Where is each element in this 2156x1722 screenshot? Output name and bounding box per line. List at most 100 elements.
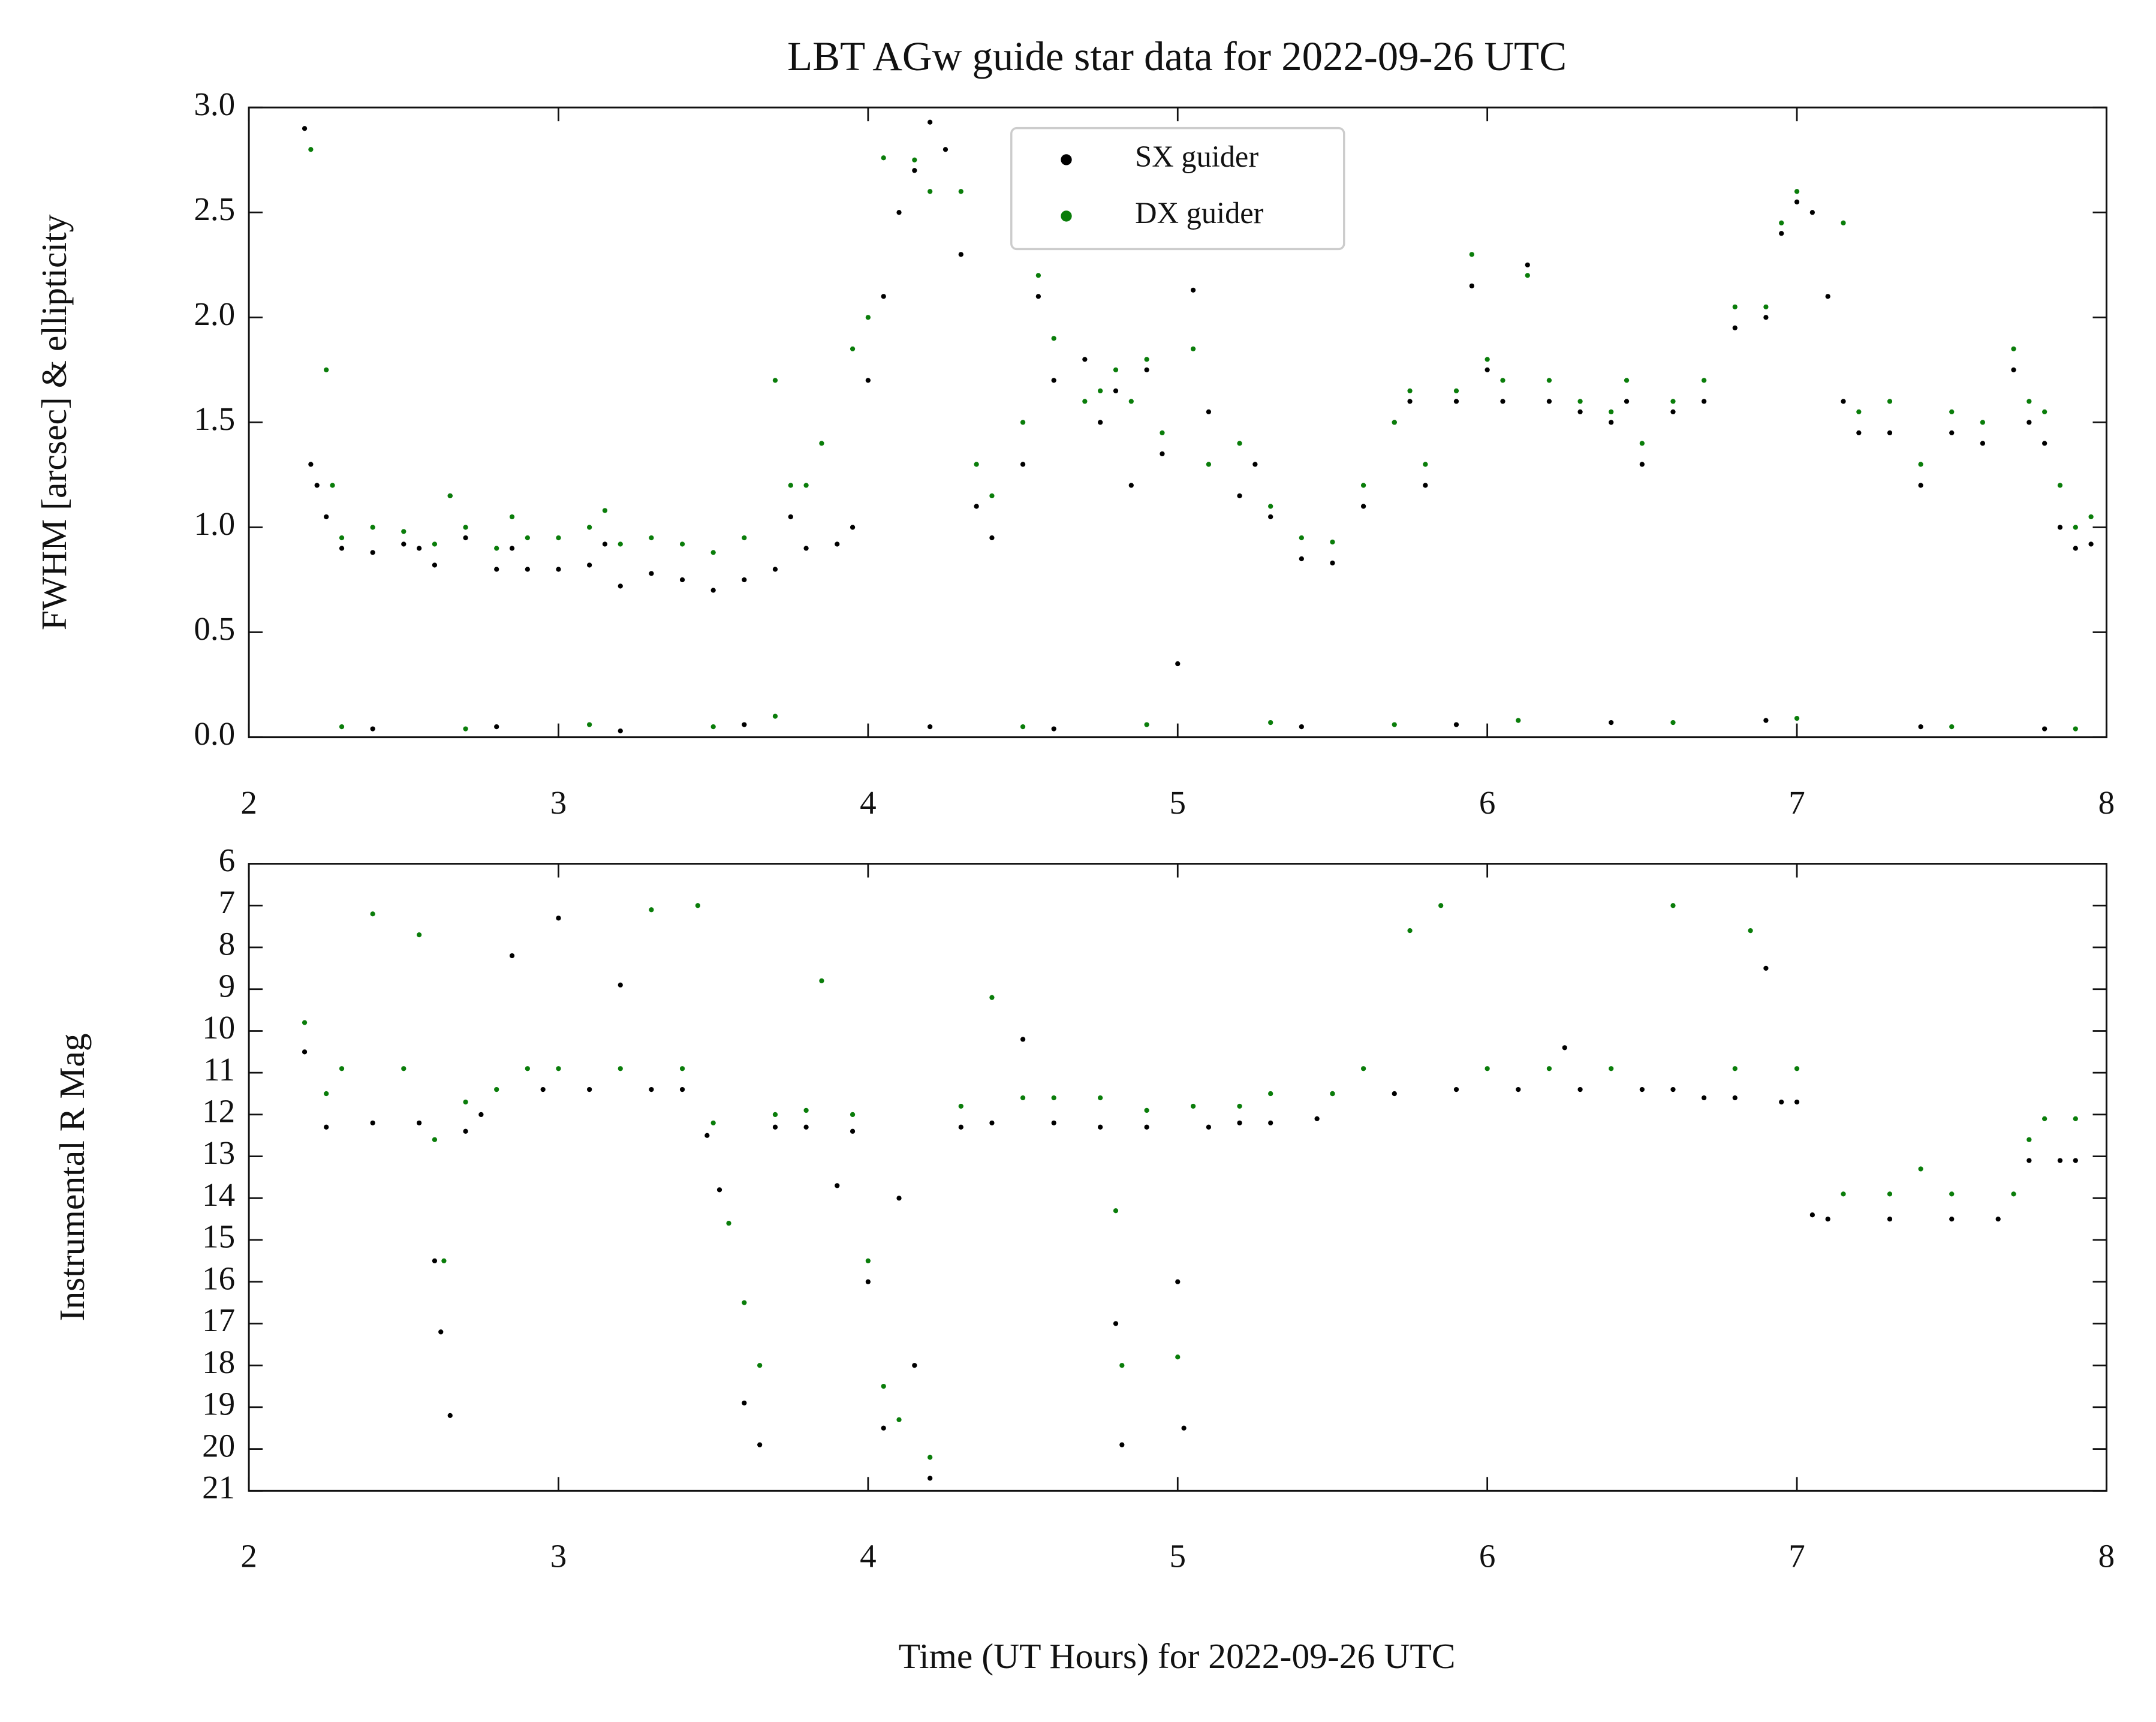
- point: [370, 525, 375, 530]
- point: [1809, 1212, 1815, 1218]
- point: [587, 562, 592, 568]
- point: [803, 483, 809, 488]
- point: [1794, 199, 1800, 204]
- point: [1190, 287, 1196, 293]
- point: [556, 1066, 561, 1071]
- point: [772, 378, 778, 383]
- point: [850, 525, 856, 530]
- point: [974, 504, 979, 509]
- point: [432, 541, 438, 547]
- point: [401, 541, 406, 547]
- point: [1098, 1095, 1103, 1101]
- point: [324, 1124, 329, 1130]
- point: [757, 1442, 763, 1447]
- x-tick-label: 3: [550, 1538, 567, 1575]
- point: [370, 911, 375, 917]
- point: [401, 529, 406, 534]
- point: [1330, 1091, 1335, 1097]
- point: [1360, 483, 1366, 488]
- point: [2026, 420, 2032, 425]
- point: [509, 953, 515, 959]
- point: [772, 714, 778, 719]
- point: [679, 1086, 685, 1092]
- point: [1980, 441, 1986, 446]
- point: [679, 541, 685, 547]
- point: [1314, 1116, 1320, 1121]
- legend-marker: [1061, 154, 1072, 165]
- point: [1453, 722, 1459, 727]
- x-tick-label: 2: [240, 1538, 257, 1575]
- point: [1299, 556, 1304, 562]
- point: [1624, 399, 1630, 404]
- point: [2088, 514, 2094, 520]
- point: [1670, 399, 1676, 404]
- point: [649, 535, 654, 541]
- point: [1609, 719, 1614, 725]
- y-tick-label: 7: [219, 884, 236, 920]
- point: [494, 1086, 499, 1092]
- point: [835, 541, 840, 547]
- point: [1330, 560, 1335, 566]
- point: [1856, 409, 1862, 415]
- point: [1779, 231, 1784, 236]
- point: [587, 722, 592, 727]
- point: [1825, 294, 1830, 299]
- point: [602, 508, 608, 513]
- point: [649, 907, 654, 913]
- point: [1624, 378, 1630, 383]
- point: [1995, 1217, 2001, 1222]
- point: [1392, 420, 1397, 425]
- point: [1794, 715, 1800, 721]
- point: [1732, 325, 1738, 330]
- point: [896, 1417, 902, 1422]
- point: [2042, 409, 2047, 415]
- point: [339, 535, 345, 541]
- point: [742, 1300, 747, 1305]
- point: [1763, 304, 1769, 309]
- point: [556, 535, 561, 541]
- point: [1113, 367, 1119, 373]
- point: [1144, 1107, 1149, 1113]
- point: [695, 903, 700, 908]
- x-tick-label: 6: [1479, 784, 1496, 821]
- x-axis-label: Time (UT Hours) for 2022-09-26 UTC: [899, 1636, 1456, 1676]
- point: [1918, 1166, 1923, 1172]
- point: [850, 346, 856, 352]
- point: [1098, 420, 1103, 425]
- point: [2011, 346, 2016, 352]
- point: [2073, 1158, 2078, 1163]
- point: [1144, 357, 1149, 362]
- point: [1702, 1095, 1707, 1101]
- point: [803, 546, 809, 551]
- point: [742, 1400, 747, 1406]
- point: [463, 525, 468, 530]
- point: [1825, 1217, 1830, 1222]
- point: [679, 577, 685, 583]
- point: [324, 1091, 329, 1097]
- point: [865, 315, 871, 320]
- x-tick-label: 5: [1170, 1538, 1187, 1575]
- point: [835, 1183, 840, 1188]
- point: [370, 550, 375, 555]
- point: [587, 1086, 592, 1092]
- point: [525, 535, 530, 541]
- point: [1144, 1124, 1149, 1130]
- point: [2042, 726, 2047, 731]
- point: [819, 441, 824, 446]
- point: [1423, 462, 1428, 467]
- point: [1469, 252, 1474, 257]
- point: [556, 567, 561, 572]
- point: [1469, 283, 1474, 288]
- point: [1949, 1191, 1955, 1197]
- point: [1128, 399, 1134, 404]
- point: [1206, 462, 1212, 467]
- point: [308, 147, 314, 152]
- point: [1639, 441, 1645, 446]
- point: [928, 1455, 933, 1460]
- point: [742, 577, 747, 583]
- point: [1639, 462, 1645, 467]
- point: [726, 1221, 731, 1226]
- point: [1119, 1442, 1125, 1447]
- point: [1020, 462, 1026, 467]
